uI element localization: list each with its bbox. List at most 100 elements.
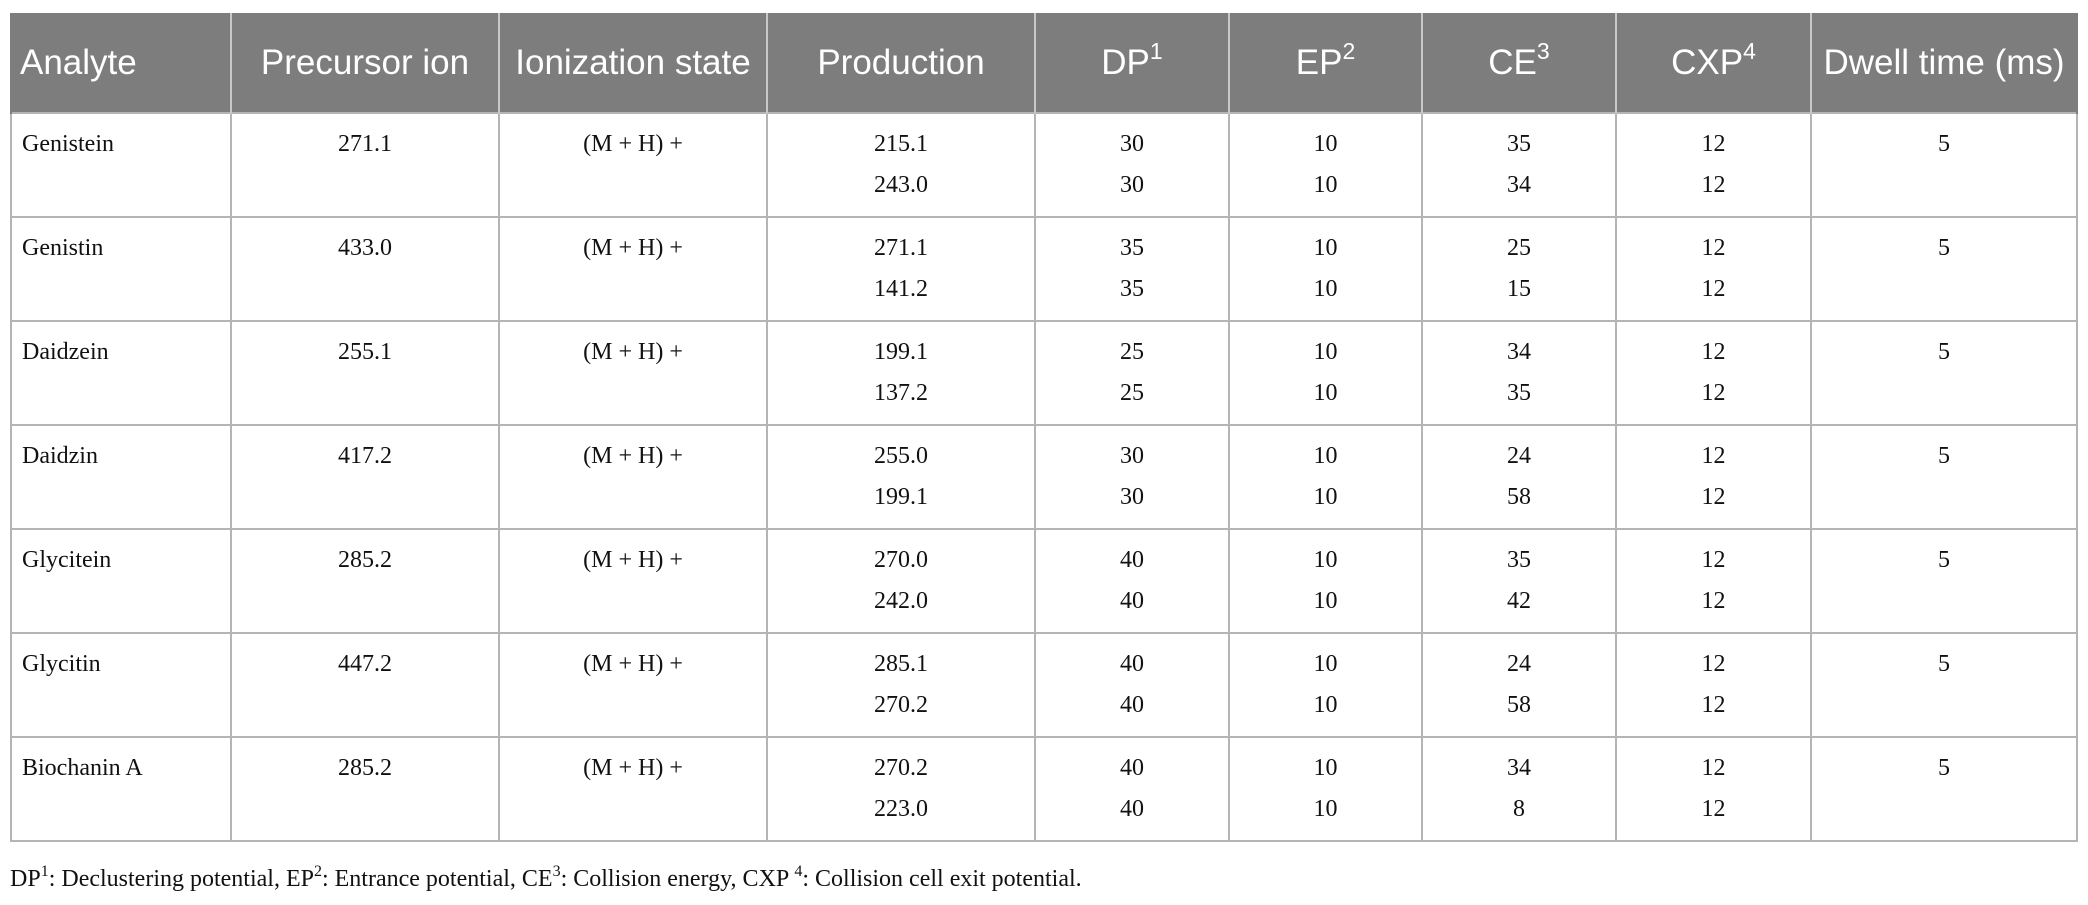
cell-dwell-time: 5	[1810, 112, 2078, 218]
header-ce: CE3	[1421, 13, 1617, 113]
cell-cxp-value: 12	[1701, 651, 1726, 677]
cell-ce: 34 35	[1421, 320, 1617, 426]
cell-production: 270.2 223.0	[766, 736, 1036, 842]
header-ionization-state: Ionization state	[498, 13, 768, 113]
cell-cxp: 12 12	[1615, 528, 1812, 634]
cell-ce-value: 34	[1507, 172, 1531, 198]
cell-ce-value: 35	[1507, 547, 1531, 573]
cell-ce: 35 34	[1421, 112, 1617, 218]
cell-ep: 10 10	[1228, 424, 1423, 530]
header-row: Analyte Precursor ion Ionization state P…	[10, 13, 2078, 113]
table-footnote: DP1: Declustering potential, EP2: Entran…	[10, 863, 1082, 893]
cell-ep: 10 10	[1228, 736, 1423, 842]
cell-production-value: 270.2	[874, 755, 928, 781]
cell-ionization-state: (M + H) +	[498, 528, 768, 634]
cell-dp-value: 30	[1120, 484, 1144, 510]
cell-ep-value: 10	[1313, 692, 1338, 718]
cell-production: 215.1 243.0	[766, 112, 1036, 218]
cell-precursor-ion: 447.2	[230, 632, 500, 738]
cell-cxp-value: 12	[1701, 380, 1726, 406]
cell-ce-value: 58	[1507, 692, 1531, 718]
table-row: Glycitein 285.2 (M + H) +270.0 242.0 40 40 10 1…	[10, 528, 2078, 634]
cell-ep-value: 10	[1313, 131, 1338, 157]
cell-dp-value: 40	[1120, 547, 1144, 573]
cell-production: 270.0 242.0	[766, 528, 1036, 634]
cell-dp: 30 30	[1034, 424, 1230, 530]
cell-ep-value: 10	[1313, 755, 1338, 781]
cell-dp: 40 40	[1034, 632, 1230, 738]
cell-production-value: 137.2	[874, 380, 928, 406]
cell-ep-value: 10	[1313, 276, 1338, 302]
footnote-end: : Collision cell exit potential.	[802, 866, 1082, 892]
cell-precursor-ion: 285.2	[230, 736, 500, 842]
cell-cxp-value: 12	[1701, 484, 1726, 510]
cell-cxp: 12 12	[1615, 424, 1812, 530]
cell-precursor-ion: 255.1	[230, 320, 500, 426]
cell-ep: 10 10	[1228, 320, 1423, 426]
cell-production-value: 271.1	[874, 235, 928, 261]
cell-dwell-time: 5	[1810, 424, 2078, 530]
cell-ce-value: 8	[1513, 796, 1525, 822]
cell-ionization-state: (M + H) +	[498, 632, 768, 738]
header-dp: DP1	[1034, 13, 1230, 113]
table-row: Biochanin A 285.2 (M + H) + 270.2 223.0 40 40 1…	[10, 736, 2078, 842]
cell-ep-value: 10	[1313, 172, 1338, 198]
cell-production-value: 242.0	[874, 588, 928, 614]
cell-cxp-value: 12	[1701, 443, 1726, 469]
cell-dp-value: 40	[1120, 588, 1144, 614]
header-dwell-time: Dwell time (ms)	[1810, 13, 2078, 113]
cell-dp-value: 35	[1120, 235, 1144, 261]
cell-analyte: Daidzein	[10, 320, 232, 426]
cell-cxp-value: 12	[1701, 692, 1726, 718]
cell-ionization-state: (M + H) +	[498, 112, 768, 218]
cell-dp: 40 40	[1034, 736, 1230, 842]
cell-production-value: 243.0	[874, 172, 928, 198]
data-table: Analyte Precursor ion Ionization state P…	[10, 13, 2078, 842]
footnote-cxp: : Collision energy, CXP	[560, 866, 795, 892]
cell-ce-value: 35	[1507, 131, 1531, 157]
cell-dp-value: 35	[1120, 276, 1144, 302]
footnote-ep: : Declustering potential, EP	[48, 866, 314, 892]
cell-ep-value: 10	[1313, 588, 1338, 614]
table-row: Daidzein 255.1 (M + H) +199.1 137.2 25 25 10 10…	[10, 320, 2078, 426]
cell-ce-value: 24	[1507, 651, 1531, 677]
cell-analyte: Genistin	[10, 216, 232, 322]
cell-ce: 35 42	[1421, 528, 1617, 634]
cell-cxp-value: 12	[1701, 755, 1726, 781]
cell-precursor-ion: 285.2	[230, 528, 500, 634]
cell-dp-value: 30	[1120, 131, 1144, 157]
cell-ep: 10 10	[1228, 216, 1423, 322]
cell-ce-value: 24	[1507, 443, 1531, 469]
header-production: Production	[766, 13, 1036, 113]
table-row: Glycitin 447.2 (M + H) +285.1 270.2 40 40 10 10…	[10, 632, 2078, 738]
cell-dp-value: 40	[1120, 796, 1144, 822]
cell-ce-value: 42	[1507, 588, 1531, 614]
cell-dp-value: 30	[1120, 172, 1144, 198]
cell-cxp-value: 12	[1701, 235, 1726, 261]
table-body: Genistein 271.1 (M + H) +215.1 243.0 30 30 10 1…	[10, 112, 2078, 842]
cell-ionization-state: (M + H) +	[498, 424, 768, 530]
cell-dp-value: 25	[1120, 339, 1144, 365]
cell-ce-value: 25	[1507, 235, 1531, 261]
cell-ep-value: 10	[1313, 443, 1338, 469]
cell-cxp-value: 12	[1701, 588, 1726, 614]
cell-ep-value: 10	[1313, 339, 1338, 365]
cell-analyte: Daidzin	[10, 424, 232, 530]
cell-ep-value: 10	[1313, 380, 1338, 406]
cell-cxp: 12 12	[1615, 216, 1812, 322]
cell-dp-value: 40	[1120, 692, 1144, 718]
cell-production-value: 285.1	[874, 651, 928, 677]
cell-dwell-time: 5	[1810, 216, 2078, 322]
cell-dwell-time: 5	[1810, 528, 2078, 634]
cell-dp-value: 30	[1120, 443, 1144, 469]
cell-production-value: 141.2	[874, 276, 928, 302]
cell-cxp-value: 12	[1701, 339, 1726, 365]
footnote-ce: : Entrance potential, CE	[321, 866, 553, 892]
cell-precursor-ion: 417.2	[230, 424, 500, 530]
header-cxp: CXP4	[1615, 13, 1812, 113]
cell-cxp: 12 12	[1615, 632, 1812, 738]
cell-ep: 10 10	[1228, 632, 1423, 738]
cell-dp-value: 40	[1120, 651, 1144, 677]
cell-dp-value: 25	[1120, 380, 1144, 406]
cell-ce-value: 34	[1507, 339, 1531, 365]
